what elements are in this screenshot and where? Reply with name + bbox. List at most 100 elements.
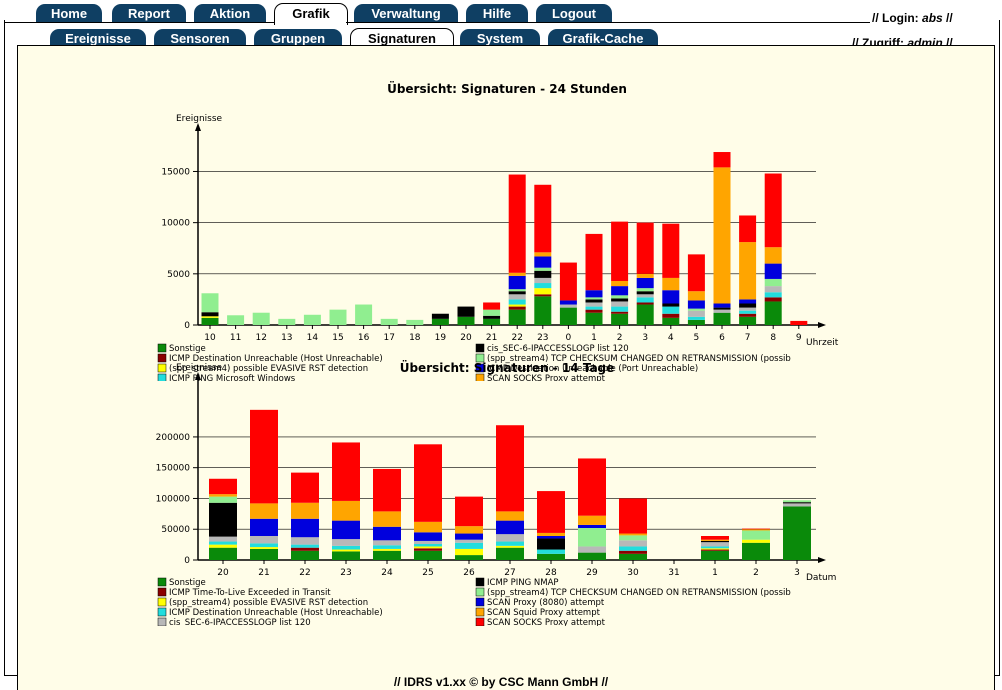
- bar-segment: [534, 267, 552, 271]
- y-axis-arrow: [195, 372, 201, 380]
- legend-label: SCAN SOCKS Proxy attempt: [487, 374, 606, 381]
- bar-segment: [373, 540, 401, 546]
- bar-segment: [455, 555, 483, 560]
- bar-segment: [636, 302, 654, 305]
- bar-segment: [662, 317, 680, 325]
- bar-segment: [739, 215, 757, 243]
- bar-segment: [537, 536, 565, 539]
- legend-label: (spp_stream4) possible EVASIVE RST detec…: [169, 364, 368, 374]
- bar-segment: [496, 511, 524, 521]
- bar-segment: [329, 309, 347, 325]
- bar-segment: [508, 289, 526, 292]
- tab-sensoren[interactable]: Sensoren: [154, 29, 246, 48]
- x-tick-label: 23: [340, 568, 351, 578]
- bar-segment: [201, 293, 219, 313]
- bar-segment: [508, 299, 526, 305]
- y-axis-label: Ereignisse: [176, 363, 223, 373]
- bar-segment: [537, 532, 565, 536]
- bar-segment: [508, 309, 526, 325]
- tab-home[interactable]: Home: [36, 4, 102, 23]
- tab-gruppen[interactable]: Gruppen: [254, 29, 342, 48]
- bar-segment: [619, 540, 647, 547]
- y-tick-label: 100000: [156, 494, 191, 504]
- bar-segment: [713, 307, 731, 310]
- bar-segment: [742, 529, 770, 531]
- tab-system[interactable]: System: [460, 29, 540, 48]
- bar-segment: [209, 494, 237, 497]
- bar-segment: [250, 536, 278, 544]
- bar-segment: [739, 313, 757, 317]
- bar-segment: [619, 553, 647, 560]
- legend-label: ICMP Destination Unreachable (Host Unrea…: [169, 608, 383, 618]
- bar-segment: [619, 535, 647, 541]
- footer: // IDRS v1.xx © by CSC Mann GmbH //: [393, 675, 609, 689]
- tab-grafik-cache[interactable]: Grafik-Cache: [548, 29, 658, 48]
- bar-segment: [209, 541, 237, 545]
- bar-segment: [783, 500, 811, 503]
- x-tick-label: 12: [255, 333, 266, 343]
- x-tick-label: 17: [383, 333, 394, 343]
- bar-segment: [209, 502, 237, 537]
- tab-grafik[interactable]: Grafik: [274, 3, 348, 25]
- x-tick-label: 30: [627, 568, 639, 578]
- bar-segment: [457, 316, 475, 325]
- tab-ereignisse[interactable]: Ereignisse: [50, 29, 146, 48]
- x-tick-label: 31: [668, 568, 679, 578]
- bar-segment: [764, 286, 782, 293]
- bar-segment: [687, 316, 705, 320]
- bar-segment: [534, 294, 552, 297]
- bar-segment: [713, 167, 731, 304]
- bar-segment: [414, 444, 442, 522]
- tab-signaturen[interactable]: Signaturen: [350, 28, 454, 50]
- chart-title: Übersicht: Signaturen - 24 Stunden: [387, 81, 627, 96]
- y-axis-arrow: [195, 123, 201, 131]
- bar-segment: [414, 532, 442, 541]
- tab-hilfe[interactable]: Hilfe: [466, 4, 528, 23]
- legend-label: SCAN Proxy (8080) attempt: [487, 598, 605, 608]
- bar-segment: [578, 528, 606, 547]
- bar-segment: [739, 316, 757, 325]
- bar-segment: [534, 270, 552, 278]
- chart-24h: Übersicht: Signaturen - 24 Stunden 0 5000 1…: [157, 81, 839, 381]
- bar-segment: [619, 533, 647, 536]
- x-tick-label: 14: [307, 333, 319, 343]
- bar-segment: [537, 538, 565, 550]
- x-tick-label: 19: [435, 333, 447, 343]
- bar-segment: [662, 277, 680, 291]
- bar-segment: [636, 304, 654, 325]
- bar-segment: [739, 303, 757, 308]
- bar-segment: [764, 263, 782, 279]
- bar-segment: [636, 277, 654, 289]
- bar-segment: [713, 312, 731, 325]
- legend-swatch: [475, 343, 485, 353]
- bar-segment: [209, 536, 237, 542]
- bar-segment: [355, 304, 373, 325]
- tab-logout[interactable]: Logout: [536, 4, 612, 23]
- y-tick-label: 0: [184, 321, 190, 331]
- tab-aktion[interactable]: Aktion: [194, 4, 266, 23]
- login-value: abs: [922, 11, 943, 25]
- bar-segment: [250, 409, 278, 504]
- bar-segment: [636, 291, 654, 295]
- bar-segment: [687, 254, 705, 292]
- bar-segment: [431, 318, 449, 325]
- x-tick-label: 23: [537, 333, 548, 343]
- bar-segment: [713, 303, 731, 308]
- bar-segment: [585, 306, 603, 310]
- x-tick-label: 9: [796, 333, 802, 343]
- bar-segment: [585, 299, 603, 303]
- bar-segment: [662, 313, 680, 318]
- bar-segment: [742, 530, 770, 540]
- y-tick-label: 0: [184, 556, 190, 566]
- tab-report[interactable]: Report: [112, 4, 186, 23]
- bar-segment: [662, 290, 680, 304]
- bar-segment: [508, 275, 526, 290]
- bar-segment: [578, 546, 606, 553]
- bar-segment: [687, 300, 705, 309]
- bar-segment: [496, 545, 524, 548]
- x-tick-label: 28: [545, 568, 557, 578]
- tab-verwaltung[interactable]: Verwaltung: [354, 4, 458, 23]
- bar-segment: [332, 500, 360, 521]
- bar-segment: [687, 310, 705, 317]
- bar-segment: [250, 547, 278, 549]
